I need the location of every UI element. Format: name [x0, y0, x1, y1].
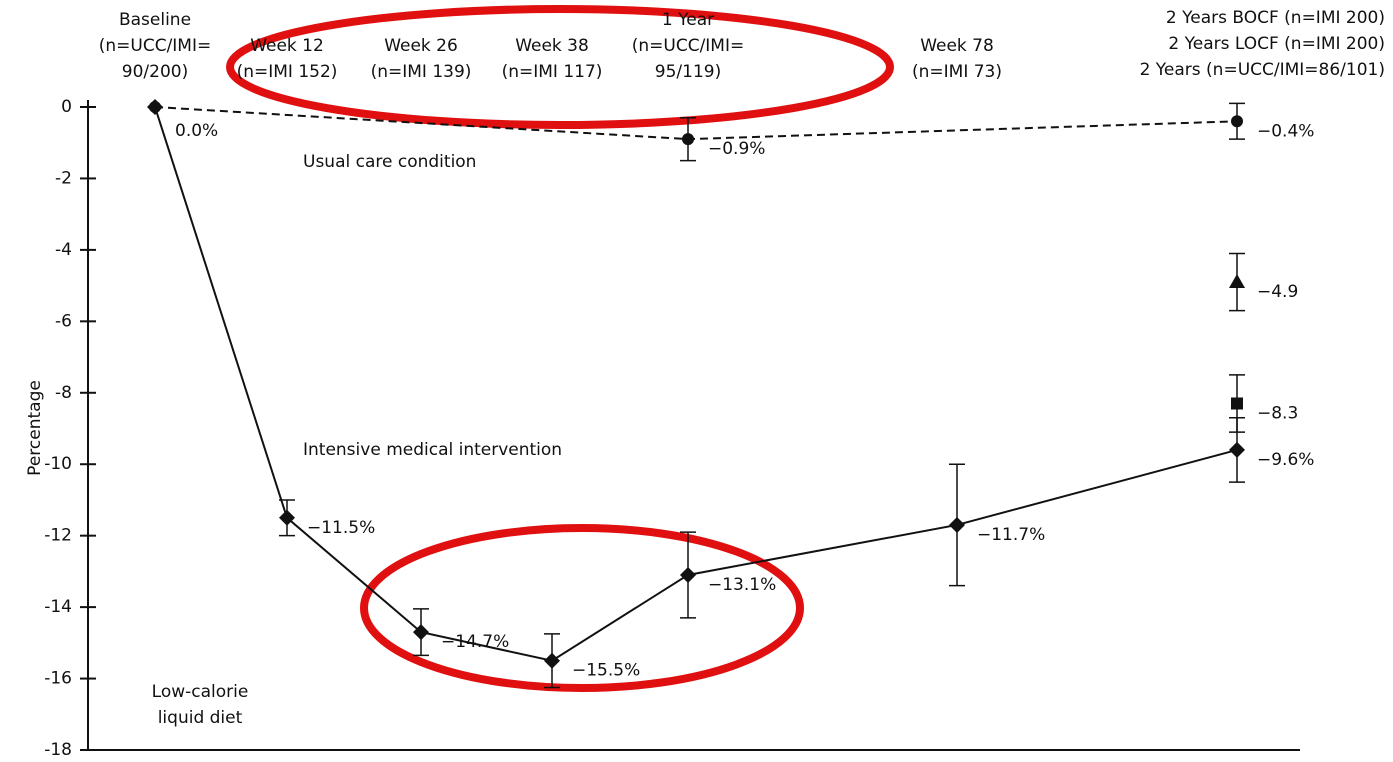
- marker: [544, 652, 560, 669]
- highlight-ellipse: [360, 524, 804, 692]
- x-category-label: Week 38: [515, 36, 589, 56]
- x-category-label: Week 26: [384, 36, 458, 56]
- y-tick-label: -12: [44, 526, 72, 546]
- series-annotation: Intensive medical intervention: [303, 440, 562, 460]
- value-label: −14.7%: [441, 632, 509, 652]
- x-category-label: 2 Years BOCF (n=IMI 200): [1166, 8, 1385, 28]
- y-tick-label: 0: [61, 97, 72, 117]
- x-category-label: 1 Year: [662, 10, 714, 30]
- marker: [682, 133, 694, 146]
- x-category-label: (n=UCC/IMI=: [632, 36, 745, 56]
- x-category-label: 95/119): [655, 62, 721, 82]
- y-tick-label: -2: [55, 168, 72, 188]
- y-tick-label: -16: [44, 669, 72, 689]
- y-tick-label: -6: [55, 311, 72, 331]
- value-label: −11.7%: [977, 525, 1045, 545]
- value-label: 0.0%: [175, 121, 218, 141]
- annotation: Low-calorie: [152, 682, 249, 702]
- x-category-label: (n=IMI 73): [912, 62, 1002, 82]
- marker: [1231, 397, 1243, 410]
- y-tick-label: -14: [44, 597, 72, 617]
- x-category-label: Week 78: [920, 36, 994, 56]
- x-category-label: 2 Years (n=UCC/IMI=86/101): [1140, 60, 1385, 80]
- value-label: −8.3: [1257, 403, 1298, 423]
- value-label: −0.4%: [1257, 121, 1314, 141]
- x-category-label: Baseline: [119, 10, 191, 30]
- series-line: [154, 106, 1238, 662]
- x-category-label: 90/200): [122, 62, 188, 82]
- marker: [1229, 441, 1245, 458]
- value-label: −9.6%: [1257, 450, 1314, 470]
- x-category-label: (n=IMI 117): [502, 62, 603, 82]
- y-tick-label: -18: [44, 740, 72, 760]
- y-tick-label: -4: [55, 240, 72, 260]
- x-category-label: (n=IMI 139): [371, 62, 472, 82]
- series-annotation: Usual care condition: [303, 152, 476, 172]
- marker: [1229, 274, 1245, 289]
- value-label: −4.9: [1257, 282, 1298, 302]
- marker: [147, 99, 163, 115]
- value-label: −13.1%: [708, 575, 776, 595]
- value-label: −0.9%: [708, 139, 765, 159]
- marker: [279, 509, 295, 526]
- y-tick-label: -10: [44, 454, 72, 474]
- x-category-label: Week 12: [250, 36, 324, 56]
- marker: [413, 624, 429, 641]
- value-label: −15.5%: [572, 661, 640, 681]
- x-category-label: 2 Years LOCF (n=IMI 200): [1168, 34, 1385, 54]
- marker: [680, 566, 696, 583]
- marker: [1231, 115, 1243, 128]
- annotation: liquid diet: [158, 708, 243, 728]
- y-axis-label: Percentage: [25, 380, 45, 476]
- highlight-ellipse: [226, 5, 894, 129]
- x-category-label: (n=IMI 152): [237, 62, 338, 82]
- marker: [949, 516, 965, 533]
- value-label: −11.5%: [307, 518, 375, 538]
- x-category-label: (n=UCC/IMI=: [99, 36, 212, 56]
- y-tick-label: -8: [55, 383, 72, 403]
